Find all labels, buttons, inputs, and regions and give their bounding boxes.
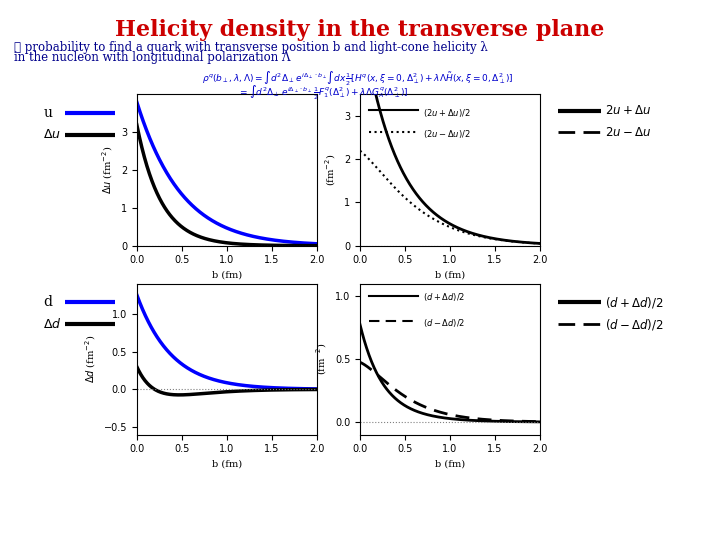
Text: $(2u+\Delta u)/2$: $(2u+\Delta u)/2$: [423, 106, 470, 119]
Y-axis label: $\Delta d$ (fm$^{-2}$): $\Delta d$ (fm$^{-2}$): [84, 335, 98, 383]
X-axis label: b (fm): b (fm): [435, 460, 465, 469]
Text: $\Delta u$: $\Delta u$: [43, 129, 61, 141]
Y-axis label: $\Delta u$ (fm$^{-2}$): $\Delta u$ (fm$^{-2}$): [101, 146, 115, 194]
Text: $(d+\Delta d)/2$: $(d+\Delta d)/2$: [423, 291, 465, 303]
Text: $2u-\Delta u$: $2u-\Delta u$: [605, 126, 651, 139]
Text: Helicity density in the transverse plane: Helicity density in the transverse plane: [115, 19, 605, 41]
Text: ❖ probability to find a quark with transverse position b and light-cone helicity: ❖ probability to find a quark with trans…: [14, 40, 488, 53]
Text: $2u+\Delta u$: $2u+\Delta u$: [605, 104, 651, 117]
Text: d: d: [43, 295, 52, 309]
Y-axis label: (fm$^{-2}$): (fm$^{-2}$): [315, 343, 329, 375]
Text: $(d-\Delta d)/2$: $(d-\Delta d)/2$: [423, 317, 465, 329]
Text: $\rho^q(b_\perp,\lambda,\Lambda) = \int d^2\Delta_\perp\, e^{i\Delta_\perp\cdot : $\rho^q(b_\perp,\lambda,\Lambda) = \int …: [202, 70, 513, 89]
X-axis label: b (fm): b (fm): [212, 460, 242, 469]
X-axis label: b (fm): b (fm): [212, 271, 242, 280]
X-axis label: b (fm): b (fm): [435, 271, 465, 280]
Text: $(d+\Delta d)/2$: $(d+\Delta d)/2$: [605, 295, 663, 310]
Text: $\Delta d$: $\Delta d$: [43, 317, 62, 331]
Text: $(d-\Delta d)/2$: $(d-\Delta d)/2$: [605, 316, 663, 332]
Text: $= \int d^2\Delta_\perp\, e^{i\Delta_\perp\cdot b_\perp}\, \frac{1}{2}F_1^q(\Del: $= \int d^2\Delta_\perp\, e^{i\Delta_\pe…: [238, 84, 408, 102]
Text: $(2u-\Delta u)/2$: $(2u-\Delta u)/2$: [423, 128, 470, 140]
Text: u: u: [43, 106, 52, 120]
Text: in the nucleon with longitudinal polarization Λ: in the nucleon with longitudinal polariz…: [14, 51, 291, 64]
Y-axis label: (fm$^{-2}$): (fm$^{-2}$): [324, 154, 338, 186]
